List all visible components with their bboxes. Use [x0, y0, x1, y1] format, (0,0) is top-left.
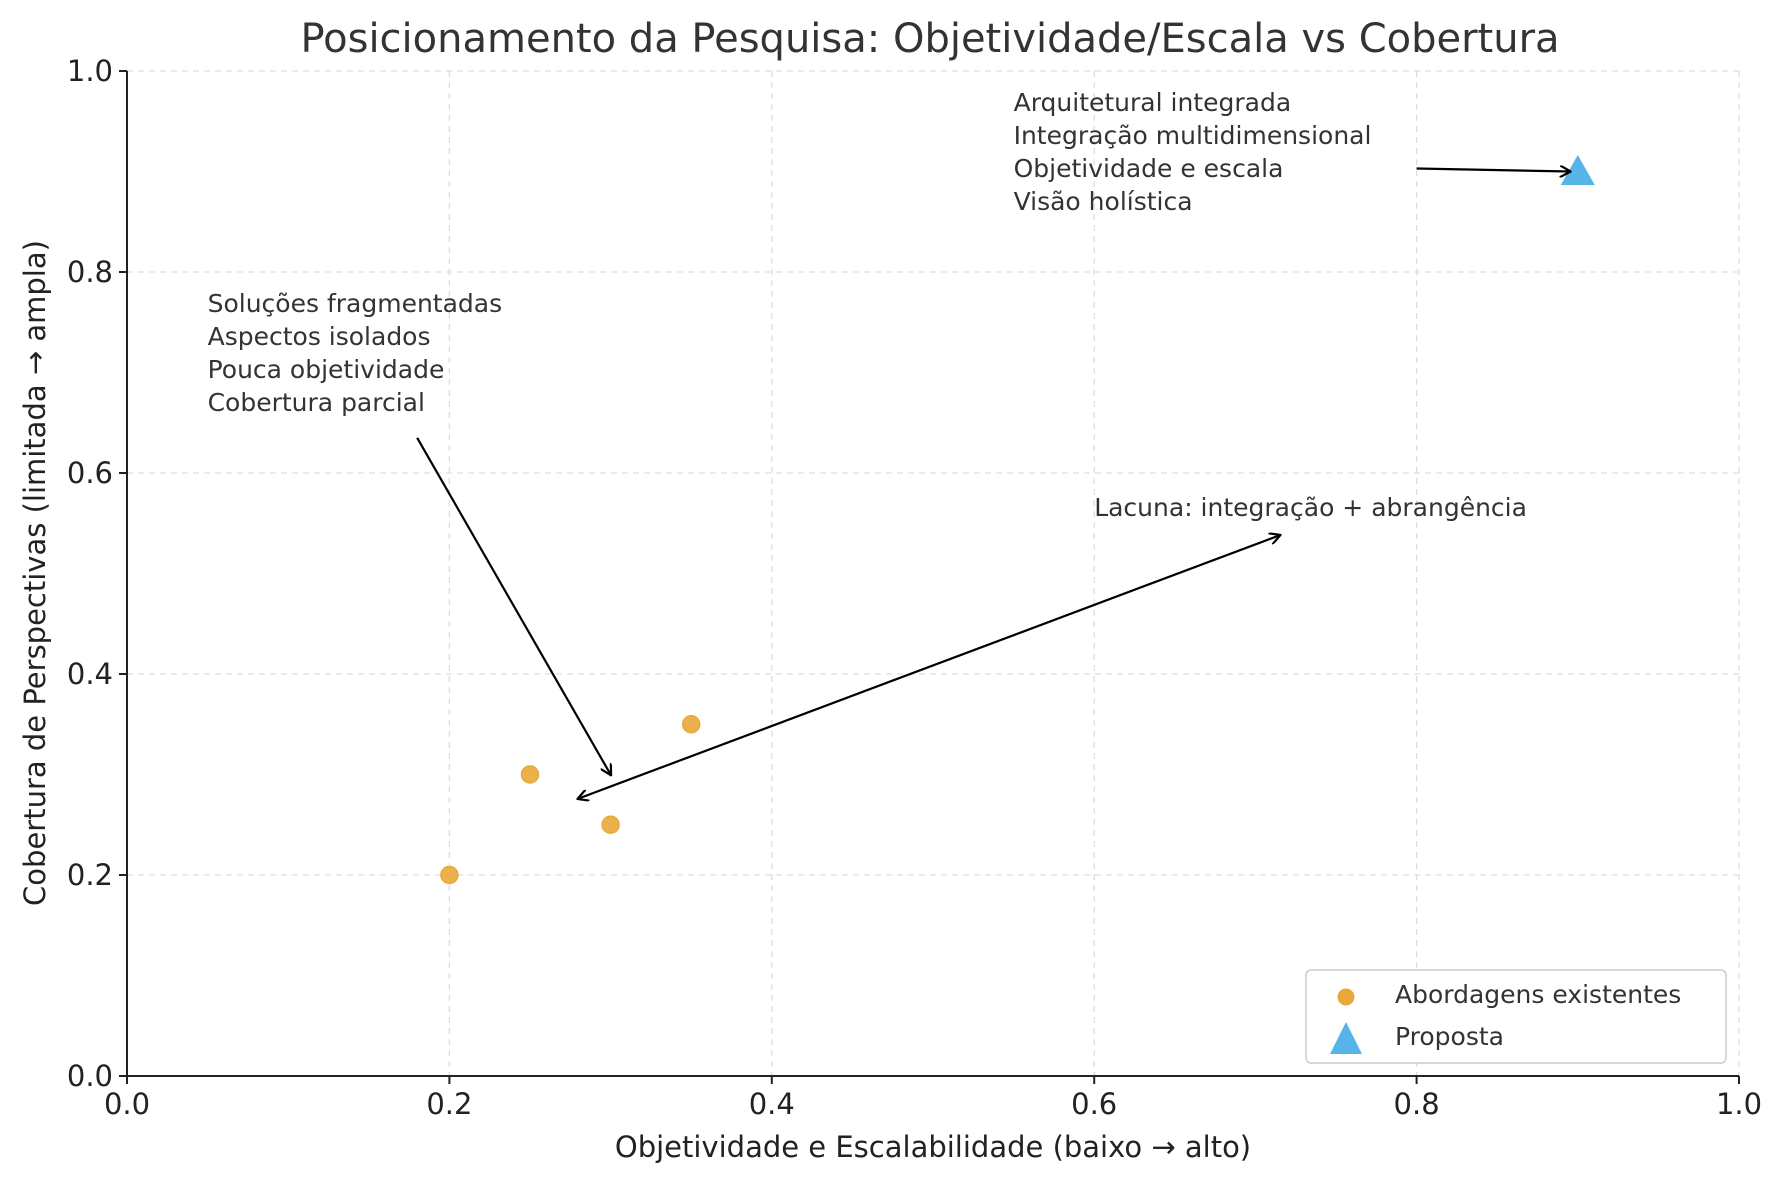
x-tick-label: 0.6 — [1071, 1087, 1117, 1121]
y-tick-label: 0.6 — [67, 456, 113, 490]
proposta-point — [1560, 155, 1595, 185]
annotation-arrow — [416, 437, 610, 775]
legend-box — [1305, 969, 1727, 1064]
x-tick-label: 1.0 — [1716, 1087, 1762, 1121]
annotation-text-line: Aspectos isolados — [208, 322, 431, 351]
annotation-arrow — [578, 535, 1279, 798]
x-axis-label: Objetividade e Escalabilidade (baixo → a… — [615, 1130, 1251, 1164]
annotation-lacuna: Lacuna: integração + abrangência — [578, 493, 1527, 798]
legend-marker-proposta — [1330, 1022, 1362, 1054]
y-tick-label: 1.0 — [67, 54, 113, 88]
annotations: Soluções fragmentadas Aspectos isolados Po… — [208, 88, 1570, 798]
annotation-text-line: Cobertura parcial — [208, 388, 425, 417]
y-tick-label: 0.2 — [67, 858, 113, 892]
annotation-text-line: Arquitetural integrada — [1014, 88, 1292, 117]
chart-title: Posicionamento da Pesquisa: Objetividade… — [300, 16, 1559, 62]
x-tick-label: 0.0 — [104, 1087, 150, 1121]
annotation-arrow — [1416, 168, 1570, 171]
annotation-text-line: Lacuna: integração + abrangência — [1094, 493, 1527, 522]
annotation-text-line: Integração multidimensional — [1014, 121, 1372, 150]
x-tick-label: 0.2 — [426, 1087, 472, 1121]
legend-label-abordagens: Abordagens existentes — [1395, 980, 1681, 1009]
annotation-text-line: Objetividade e escala — [1014, 154, 1284, 183]
x-tick-label: 0.8 — [1394, 1087, 1440, 1121]
abordagem-point — [520, 765, 540, 784]
x-tick-label: 0.4 — [749, 1087, 795, 1121]
annotation-text-line: Visão holística — [1014, 187, 1193, 216]
y-tick-label: 0.8 — [67, 255, 113, 289]
annotation-text-line: Pouca objetividade — [208, 355, 445, 384]
y-tick-label: 0.0 — [67, 1059, 113, 1093]
abordagem-point — [681, 715, 701, 734]
annotation-fragmentadas: Soluções fragmentadas Aspectos isolados Po… — [208, 289, 611, 774]
legend: Abordagens existentes Proposta — [1305, 969, 1727, 1064]
annotation-text-line: Soluções fragmentadas — [208, 289, 503, 318]
y-tick-label: 0.4 — [67, 657, 113, 691]
gridlines — [127, 70, 1740, 1076]
abordagem-point — [601, 815, 620, 834]
y-axis-label: Cobertura de Perspectivas (limitada → am… — [18, 240, 52, 906]
axis-ticks: 0.0 0.2 0.4 0.6 0.8 1.0 0.0 0.2 0.4 0.6 0.8 1.0 — [67, 54, 1762, 1121]
legend-label-proposta: Proposta — [1395, 1022, 1504, 1051]
abordagem-point — [440, 865, 459, 885]
legend-marker-abordagens — [1337, 988, 1355, 1006]
annotation-proposta: Arquitetural integrada Integração multidi… — [1014, 88, 1570, 216]
